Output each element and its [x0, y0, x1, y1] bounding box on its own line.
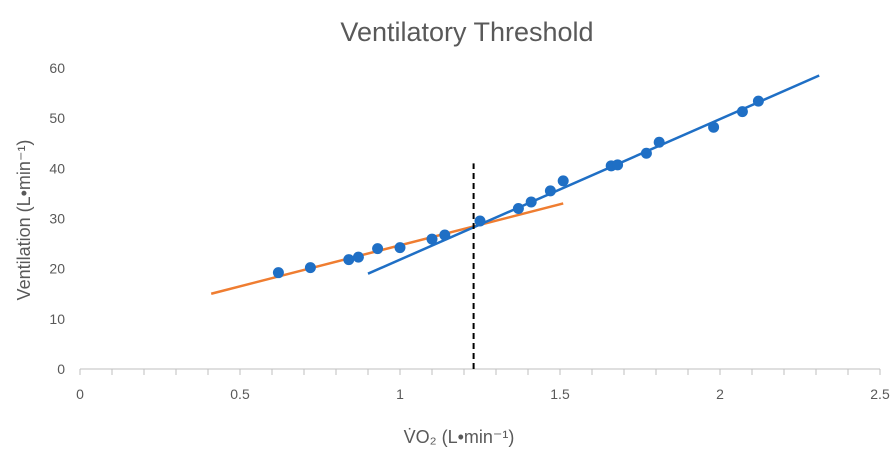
x-axis-title: V̇O₂ (L•min⁻¹) [404, 427, 515, 447]
x-tick-label: 0 [76, 386, 84, 402]
data-point [439, 229, 451, 241]
data-point [343, 254, 355, 266]
y-tick-label: 50 [49, 110, 65, 126]
x-tick-label: 2 [716, 386, 724, 402]
y-tick-label: 30 [49, 211, 65, 227]
data-point [557, 175, 569, 187]
data-point [272, 267, 284, 279]
x-tick-label: 1.5 [550, 386, 570, 402]
y-tick-label: 60 [49, 60, 65, 76]
data-point [544, 185, 556, 197]
trend-line-orange [210, 202, 564, 295]
data-point [525, 196, 537, 208]
data-point [426, 233, 438, 245]
plot-area [210, 74, 820, 369]
data-point [394, 242, 406, 254]
y-tick-label: 20 [49, 261, 65, 277]
data-point [736, 106, 748, 118]
x-tick-label: 1 [396, 386, 404, 402]
chart-title: Ventilatory Threshold [340, 17, 593, 47]
x-tick-label: 0.5 [230, 386, 250, 402]
tick-labels: 0 0.5 1 1.5 2 2.5 0 10 20 30 40 50 60 [49, 60, 890, 402]
data-point [474, 215, 486, 227]
y-tick-label: 0 [57, 361, 65, 377]
data-point [304, 262, 316, 274]
x-tick-label: 2.5 [870, 386, 890, 402]
data-point [640, 147, 652, 159]
data-point [708, 121, 720, 133]
data-point [653, 136, 665, 148]
data-point [372, 243, 384, 255]
axes [79, 368, 881, 375]
data-point [612, 159, 624, 171]
y-axis-title: Ventilation (L•min⁻¹) [14, 140, 34, 301]
data-point [752, 95, 764, 107]
data-point [512, 202, 524, 214]
data-point [352, 251, 364, 263]
y-tick-label: 40 [49, 160, 65, 176]
trend-line-blue [367, 74, 820, 275]
y-tick-label: 10 [49, 311, 65, 327]
